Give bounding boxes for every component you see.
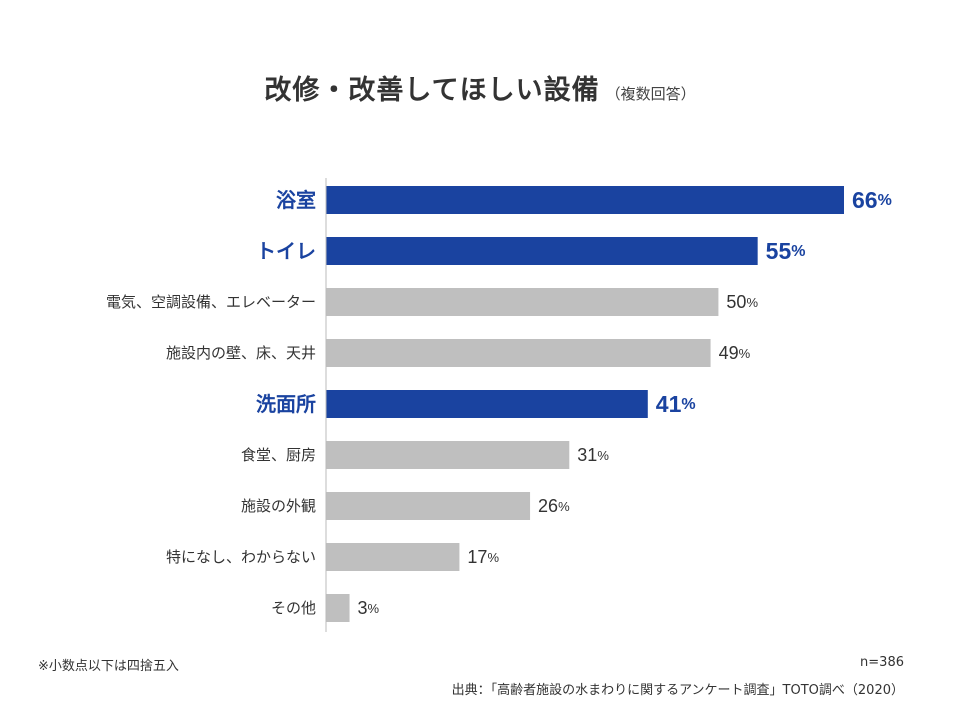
value-label-4: 49% (719, 343, 751, 363)
chart-title-block: 改修・改善してほしい設備 （複数回答） (0, 68, 960, 107)
value-label-8: 17% (467, 547, 499, 567)
value-label-6: 31% (577, 445, 609, 465)
bar-4 (326, 339, 711, 367)
category-label-7: 施設の外観 (241, 497, 316, 515)
bar-7 (326, 492, 531, 520)
rounding-footnote: ※小数点以下は四捨五入 (38, 659, 179, 674)
category-label-2: トイレ (256, 239, 316, 263)
value-label-5: 41% (656, 391, 696, 417)
bar-9 (326, 594, 350, 622)
chart-subtitle: （複数回答） (605, 85, 696, 103)
value-label-7: 26% (538, 496, 570, 516)
category-label-4: 施設内の壁、床、天井 (166, 344, 316, 362)
category-label-5: 洗面所 (256, 392, 316, 416)
category-label-9: その他 (271, 599, 316, 617)
value-label-2: 55% (766, 238, 806, 264)
bar-1 (326, 186, 844, 214)
chart-title: 改修・改善してほしい設備 (264, 75, 600, 106)
value-label-9: 3% (358, 598, 380, 618)
category-label-8: 特になし、わからない (166, 548, 316, 566)
category-label-6: 食堂、厨房 (241, 446, 316, 464)
bar-3 (326, 288, 719, 316)
bar-6 (326, 441, 570, 469)
bar-5 (326, 390, 648, 418)
value-label-3: 50% (726, 292, 758, 312)
category-label-1: 浴室 (276, 188, 316, 212)
sample-size-note: n=386 (860, 655, 904, 670)
category-label-3: 電気、空調設備、エレベーター (106, 293, 316, 311)
source-note: 出典：「高齢者施設の水まわりに関するアンケート調査」TOTO調べ（2020） (451, 683, 904, 698)
bar-2 (326, 237, 758, 265)
bar-8 (326, 543, 460, 571)
value-label-1: 66% (852, 187, 892, 213)
